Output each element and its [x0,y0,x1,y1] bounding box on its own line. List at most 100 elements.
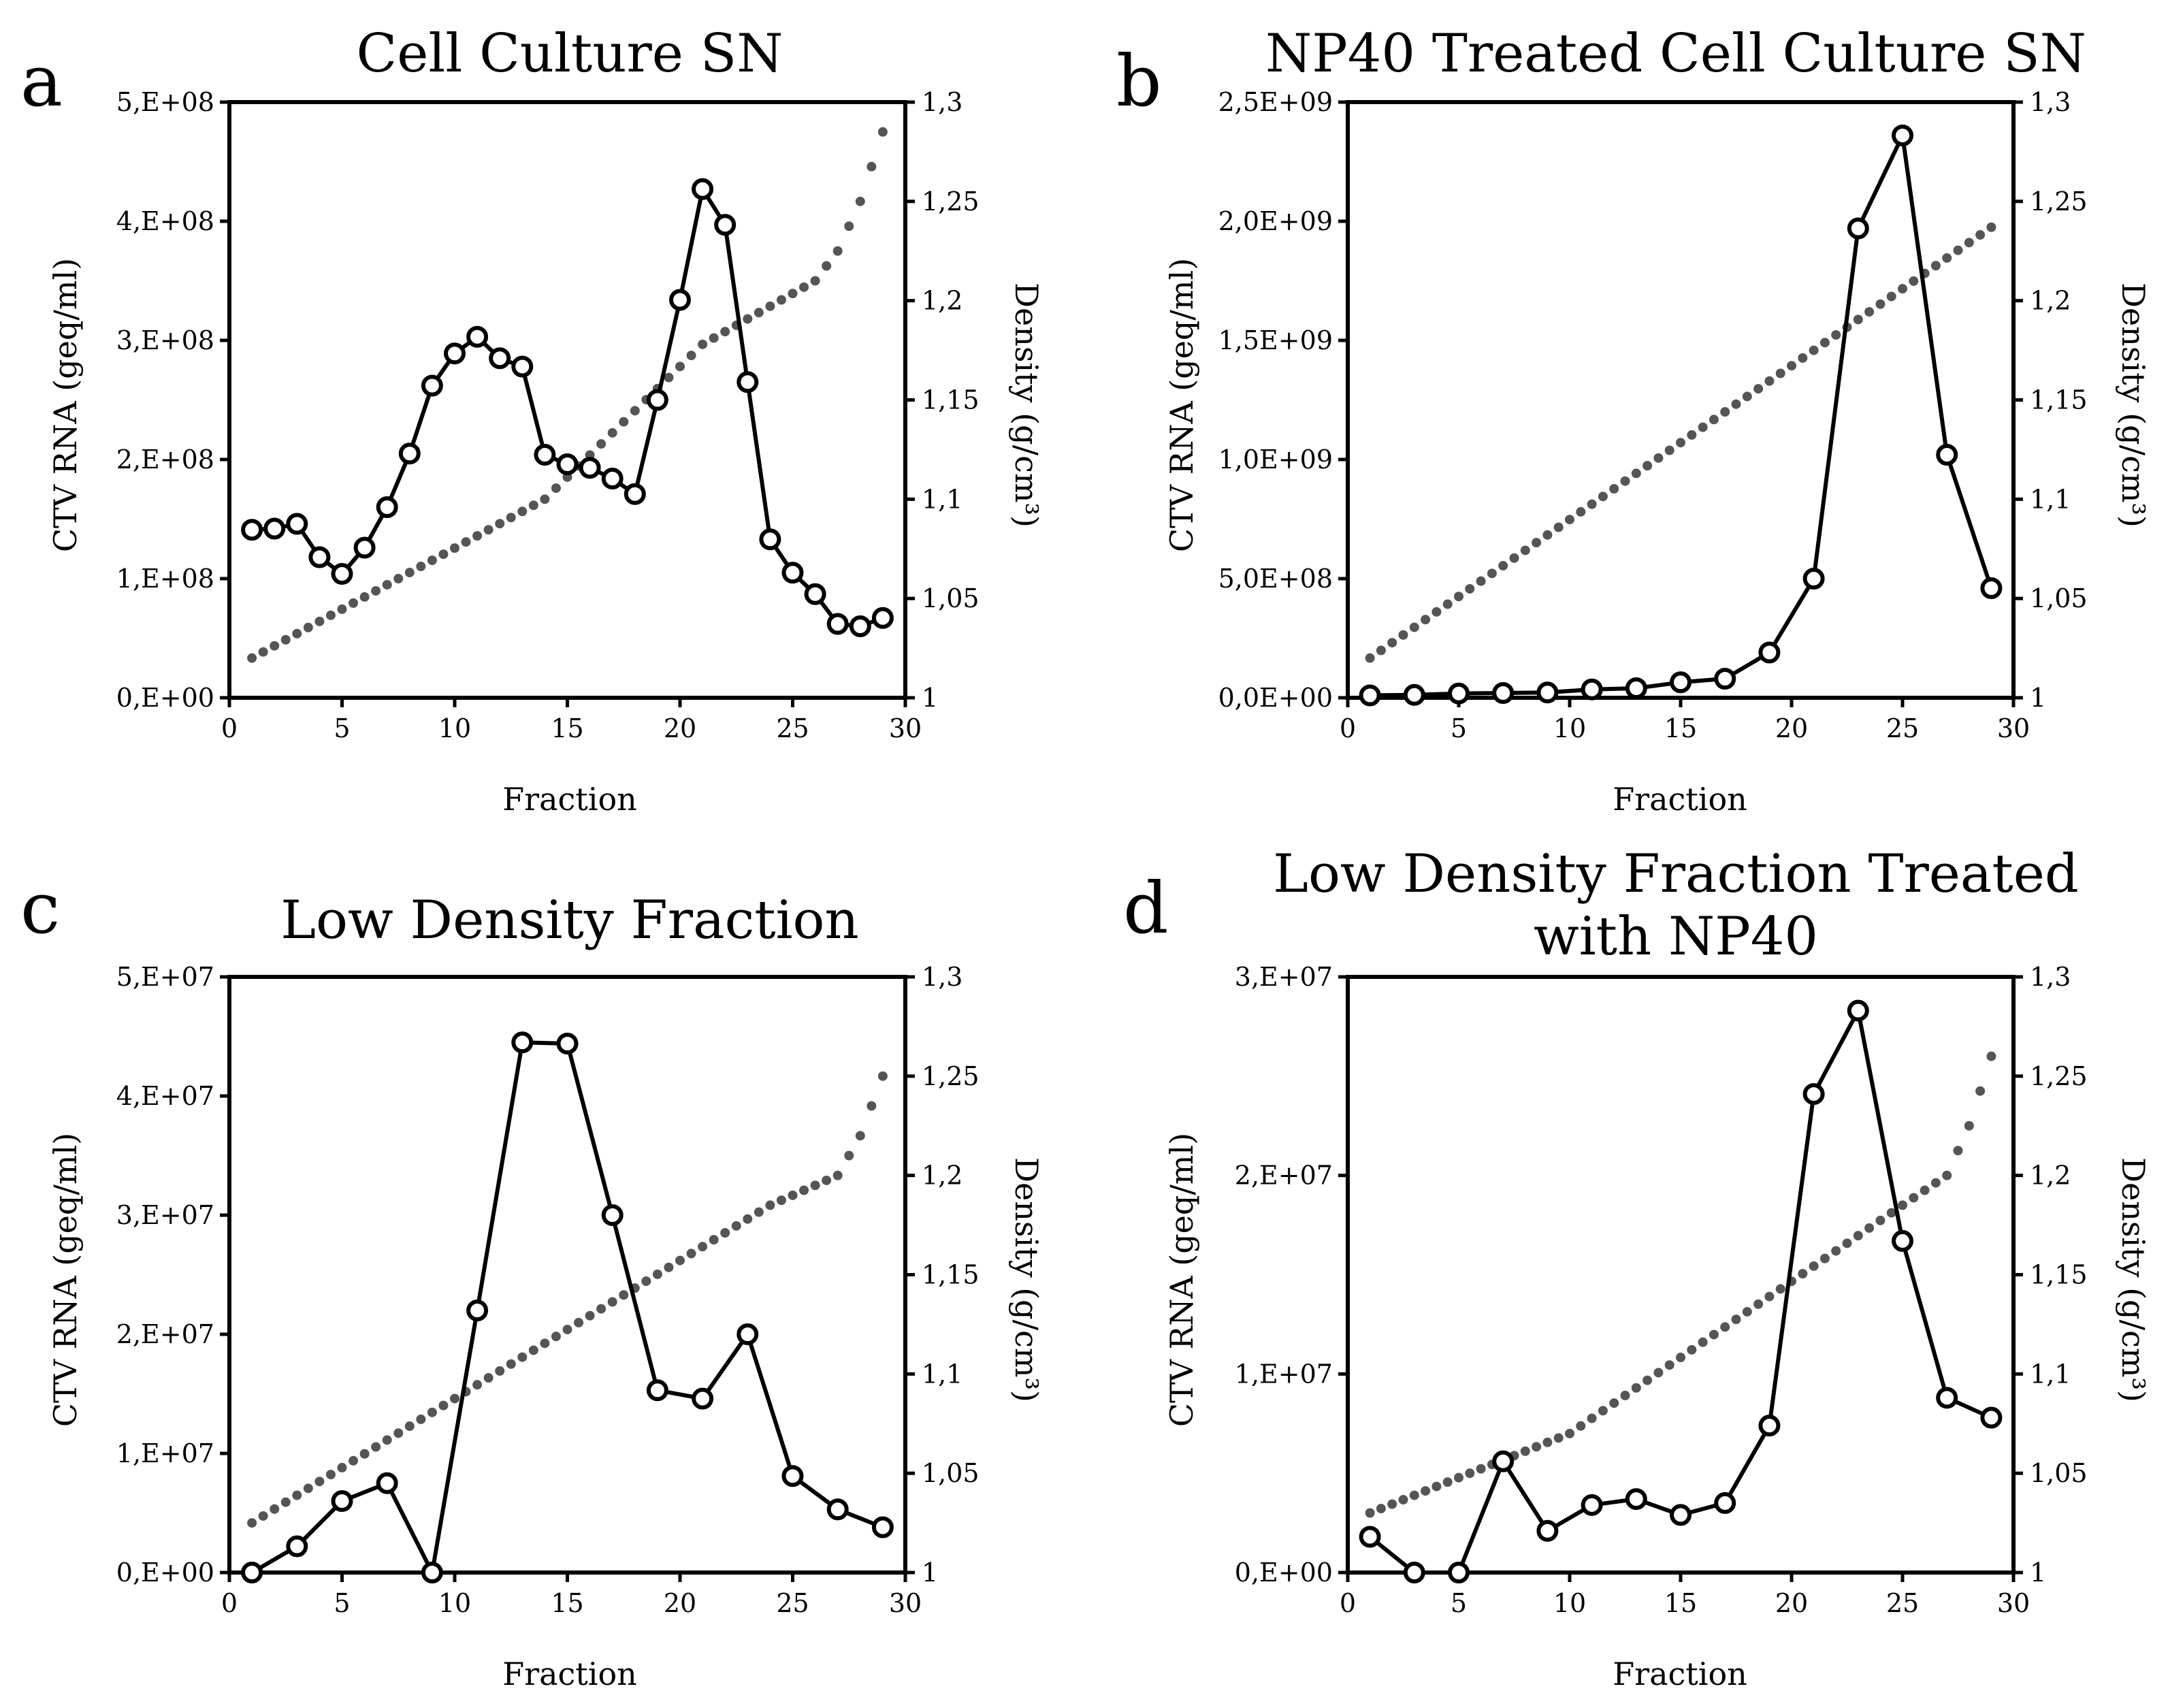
x-tick-label-b: 5 [1451,713,1467,743]
x-axis-label-d: Fraction [1613,1656,1747,1692]
density-dot-c [754,1207,764,1217]
rna-point-d [1980,1406,2003,1429]
density-dot-c [292,1490,302,1500]
density-dot-a [325,610,336,620]
density-dot-a [720,327,730,337]
rna-point-c [421,1562,443,1583]
density-dot-a [337,604,347,614]
density-dot-a [551,483,561,494]
density-dot-d [1842,1238,1852,1248]
density-dot-c [822,1175,832,1185]
density-dot-b [1631,468,1641,479]
rna-series-line-d [1368,1008,1992,1575]
density-dot-c [359,1449,370,1459]
density-dot-a [382,579,392,590]
rna-point-a [579,457,601,479]
density-dot-c [765,1200,775,1210]
density-dot-d [1753,1299,1764,1309]
y2-tick-label-d: 1,3 [2030,962,2071,992]
density-dot-b [1930,261,1941,271]
density-dot-d [1942,1170,1952,1180]
rna-point-c [466,1300,489,1321]
density-dot-d [1598,1406,1608,1416]
rna-point-b [1847,217,1869,240]
rna-point-c [376,1472,398,1494]
density-dot-a [472,531,483,541]
rna-point-a [781,562,804,584]
density-dot-a [664,372,674,383]
density-dot-c [652,1269,662,1279]
density-dot-d [1476,1464,1486,1474]
density-dot-a [371,585,381,596]
y-tick-label-b: 1,0E+09 [1218,445,1333,474]
density-dot-c [776,1195,786,1206]
density-dot-b [1542,530,1553,540]
density-dot-d [1376,1504,1386,1514]
density-dot-b [1421,615,1431,625]
density-dot-b [1620,476,1630,486]
density-dot-b [1476,576,1486,586]
rna-point-a [466,325,489,348]
x-tick-label-d: 25 [1886,1588,1919,1618]
density-dot-b [1653,453,1664,463]
density-dot-d [1664,1360,1674,1370]
y-axis-label-a: CTV RNA (geq/ml) [47,258,84,552]
rna-point-b [1802,568,1825,590]
density-dot-c [698,1242,708,1252]
density-dot-a [280,634,291,645]
rna-point-a [489,347,511,370]
density-dot-b [1819,338,1830,348]
density-dot-b [1587,499,1597,509]
density-dot-c [551,1332,561,1342]
density-dot-d [1687,1344,1697,1355]
density-dot-b [1553,522,1564,532]
rna-point-b [1359,684,1381,707]
y2-tick-label-d: 1 [2030,1558,2046,1588]
density-dot-b [1387,638,1397,648]
density-dot-a [788,289,798,299]
x-tick-label-b: 0 [1340,713,1356,743]
density-dot-d [1620,1390,1630,1400]
y2-tick-label-d: 1,25 [2030,1061,2088,1091]
rna-point-c [241,1562,263,1583]
density-dot-c [258,1511,268,1521]
density-dot-a [461,537,471,547]
rna-point-b [1581,678,1603,700]
density-dot-d [1387,1499,1397,1509]
density-dot-b [1720,407,1730,417]
chart-title-c: Low Density Fraction [280,890,859,951]
y2-tick-label-c: 1,15 [922,1260,980,1290]
rna-point-a [263,517,286,540]
y2-tick-label-c: 1,2 [922,1161,962,1191]
rna-point-b [1980,577,2003,599]
x-tick-label-c: 25 [776,1588,809,1618]
y-tick-label-d: 0,E+00 [1235,1558,1333,1588]
density-dot-b [1964,238,1974,248]
density-dot-c [483,1373,494,1383]
rna-point-c [286,1535,308,1558]
density-dot-c [867,1101,877,1111]
y2-tick-label-a: 1 [922,683,938,713]
y2-tick-label-a: 1,15 [922,385,980,415]
rna-point-d [1847,999,1869,1022]
rna-point-b [1758,641,1781,664]
y2-axis-label-a: Density (g/cm³) [1008,283,1045,528]
density-dot-d [1930,1178,1941,1188]
density-dot-b [1864,307,1875,317]
density-dot-c [438,1400,449,1411]
density-dot-b [1398,630,1408,640]
density-dot-a [743,314,753,324]
density-dot-b [1875,299,1886,309]
density-dot-c [877,1071,888,1081]
density-dot-d [1986,1051,1996,1061]
density-dot-a [799,282,809,292]
y2-tick-label-d: 1,05 [2030,1458,2088,1488]
density-dot-d [1853,1231,1863,1241]
rna-point-a [669,289,691,311]
density-dot-b [1565,515,1574,525]
x-tick-label-a: 0 [221,713,238,743]
panel-a: a Cell Culture SN Fraction CTV RNA (geq/… [20,23,1045,818]
density-dot-b [1365,653,1375,663]
panel-letter-b: b [1116,39,1162,123]
density-dot-d [1442,1477,1453,1487]
